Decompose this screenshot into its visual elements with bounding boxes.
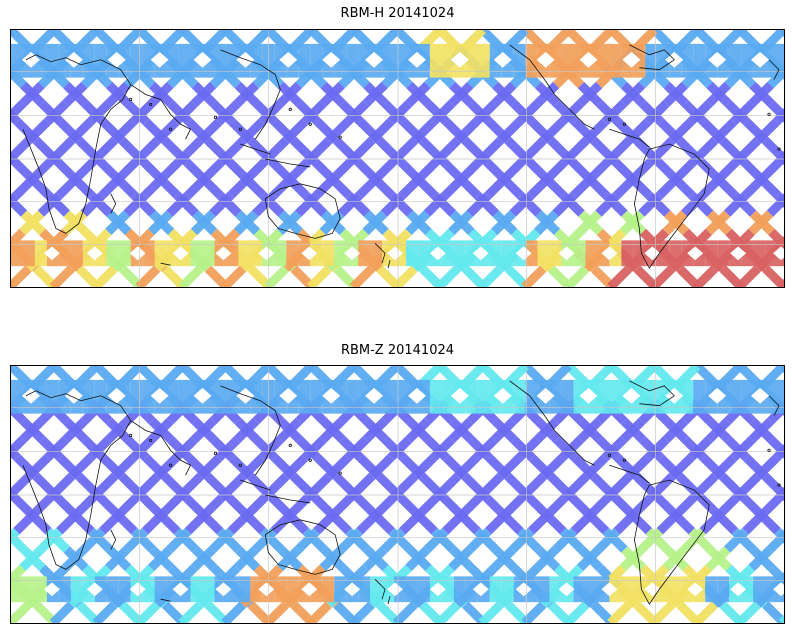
panel-title-bottom: RBM-Z 20141024 xyxy=(340,343,455,358)
panel-title-top: RBM-H 20141024 xyxy=(340,6,455,21)
map-panel-bottom xyxy=(10,365,785,624)
map-panel-top xyxy=(10,29,785,288)
map-canvas-top xyxy=(11,30,784,287)
map-canvas-bottom xyxy=(11,366,784,623)
